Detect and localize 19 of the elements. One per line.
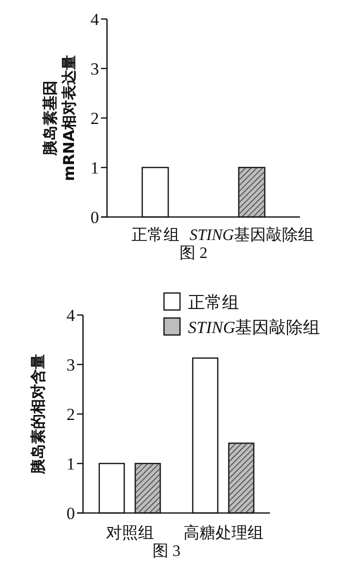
y-tick-label: 2 xyxy=(66,405,75,424)
y-tick-label: 2 xyxy=(90,109,99,128)
y-tick-label: 0 xyxy=(66,504,75,523)
legend-label: STING基因敲除组 xyxy=(188,318,320,337)
y-tick-label: 4 xyxy=(66,306,76,325)
y-axis-title: 胰岛素基因 mRNA相对表达量 xyxy=(41,54,78,182)
legend: 正常组 STING基因敲除组 xyxy=(163,292,320,337)
y-axis-title: 胰岛素的相对含量 xyxy=(29,354,47,475)
text: 图 2 xyxy=(180,245,208,262)
text: 图 3 xyxy=(152,543,180,560)
legend-label: 正常组 xyxy=(188,293,239,312)
y-tick-label: 1 xyxy=(90,158,99,178)
y-tick-label: 3 xyxy=(66,356,75,374)
y-tick-label: 1 xyxy=(66,454,75,474)
x-tick-label: 高糖处理组 xyxy=(183,524,264,542)
x-tick-label: 对照组 xyxy=(106,524,154,542)
y-tick-label: 3 xyxy=(90,60,99,78)
y-tick-label: 0 xyxy=(90,208,99,227)
y-tick-label: 4 xyxy=(90,10,100,29)
